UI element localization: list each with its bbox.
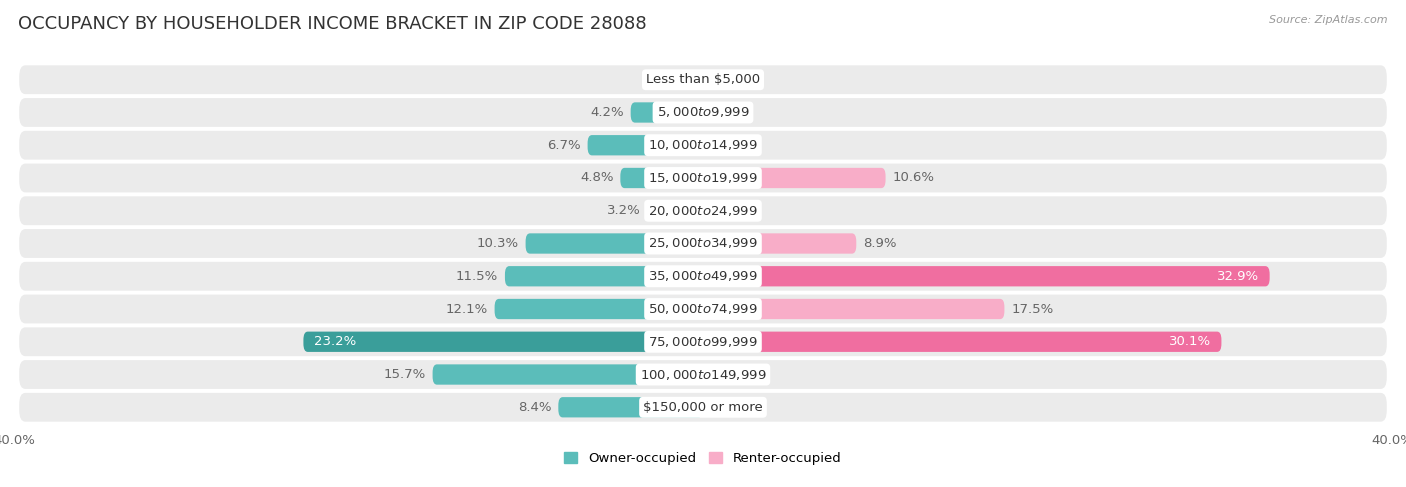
Text: 30.1%: 30.1% xyxy=(1168,335,1211,348)
FancyBboxPatch shape xyxy=(526,233,703,254)
FancyBboxPatch shape xyxy=(620,168,703,188)
FancyBboxPatch shape xyxy=(631,102,703,123)
FancyBboxPatch shape xyxy=(433,364,703,385)
Text: $5,000 to $9,999: $5,000 to $9,999 xyxy=(657,106,749,119)
Text: $35,000 to $49,999: $35,000 to $49,999 xyxy=(648,269,758,283)
FancyBboxPatch shape xyxy=(20,393,1386,422)
FancyBboxPatch shape xyxy=(20,65,1386,94)
FancyBboxPatch shape xyxy=(20,98,1386,127)
Text: $50,000 to $74,999: $50,000 to $74,999 xyxy=(648,302,758,316)
Text: 10.3%: 10.3% xyxy=(477,237,519,250)
Text: 8.9%: 8.9% xyxy=(863,237,897,250)
FancyBboxPatch shape xyxy=(505,266,703,286)
FancyBboxPatch shape xyxy=(20,131,1386,160)
Text: $100,000 to $149,999: $100,000 to $149,999 xyxy=(640,368,766,381)
FancyBboxPatch shape xyxy=(703,299,1004,319)
Text: 10.6%: 10.6% xyxy=(893,171,935,185)
Text: 0.0%: 0.0% xyxy=(711,139,745,152)
FancyBboxPatch shape xyxy=(20,196,1386,225)
Text: 0.0%: 0.0% xyxy=(711,401,745,414)
FancyBboxPatch shape xyxy=(304,332,703,352)
FancyBboxPatch shape xyxy=(558,397,703,417)
Text: 11.5%: 11.5% xyxy=(456,270,498,283)
FancyBboxPatch shape xyxy=(703,332,1222,352)
Text: Less than $5,000: Less than $5,000 xyxy=(645,73,761,86)
FancyBboxPatch shape xyxy=(20,295,1386,323)
FancyBboxPatch shape xyxy=(703,266,1270,286)
FancyBboxPatch shape xyxy=(20,327,1386,356)
Text: $150,000 or more: $150,000 or more xyxy=(643,401,763,414)
FancyBboxPatch shape xyxy=(20,164,1386,192)
Text: 17.5%: 17.5% xyxy=(1011,302,1053,316)
Text: 0.0%: 0.0% xyxy=(661,73,695,86)
Text: $75,000 to $99,999: $75,000 to $99,999 xyxy=(648,335,758,349)
FancyBboxPatch shape xyxy=(20,360,1386,389)
Text: $15,000 to $19,999: $15,000 to $19,999 xyxy=(648,171,758,185)
FancyBboxPatch shape xyxy=(703,233,856,254)
Text: 15.7%: 15.7% xyxy=(384,368,426,381)
FancyBboxPatch shape xyxy=(703,168,886,188)
FancyBboxPatch shape xyxy=(495,299,703,319)
Text: 12.1%: 12.1% xyxy=(446,302,488,316)
Text: OCCUPANCY BY HOUSEHOLDER INCOME BRACKET IN ZIP CODE 28088: OCCUPANCY BY HOUSEHOLDER INCOME BRACKET … xyxy=(18,15,647,33)
Text: 4.2%: 4.2% xyxy=(591,106,624,119)
Text: 4.8%: 4.8% xyxy=(579,171,613,185)
Text: 0.0%: 0.0% xyxy=(711,204,745,217)
FancyBboxPatch shape xyxy=(20,229,1386,258)
Text: $10,000 to $14,999: $10,000 to $14,999 xyxy=(648,138,758,152)
Text: 0.0%: 0.0% xyxy=(711,368,745,381)
Text: 6.7%: 6.7% xyxy=(547,139,581,152)
Text: 8.4%: 8.4% xyxy=(517,401,551,414)
Text: 32.9%: 32.9% xyxy=(1218,270,1260,283)
FancyBboxPatch shape xyxy=(588,135,703,155)
Text: 0.0%: 0.0% xyxy=(711,73,745,86)
FancyBboxPatch shape xyxy=(648,201,703,221)
Text: $20,000 to $24,999: $20,000 to $24,999 xyxy=(648,204,758,218)
Text: Source: ZipAtlas.com: Source: ZipAtlas.com xyxy=(1270,15,1388,25)
Text: 3.2%: 3.2% xyxy=(607,204,641,217)
Text: 0.0%: 0.0% xyxy=(711,106,745,119)
Text: 23.2%: 23.2% xyxy=(314,335,356,348)
FancyBboxPatch shape xyxy=(20,262,1386,291)
Legend: Owner-occupied, Renter-occupied: Owner-occupied, Renter-occupied xyxy=(560,447,846,470)
Text: $25,000 to $34,999: $25,000 to $34,999 xyxy=(648,237,758,250)
